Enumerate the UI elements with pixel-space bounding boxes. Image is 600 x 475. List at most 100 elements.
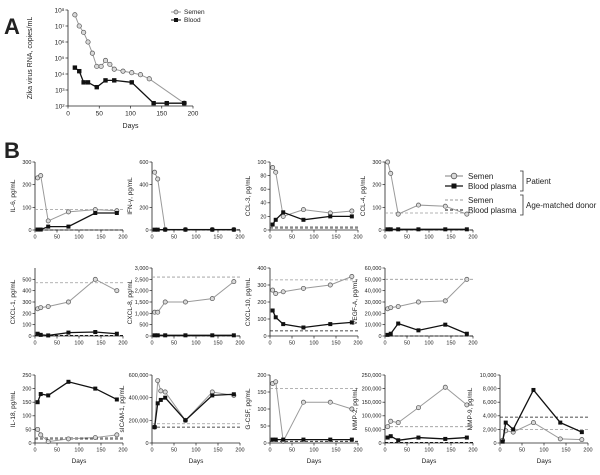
x-tick-label: 150 bbox=[561, 448, 570, 454]
y-tick-label: 500 bbox=[139, 323, 148, 329]
data-point-blood bbox=[151, 100, 156, 106]
series-line-semen bbox=[37, 174, 117, 222]
data-point-semen bbox=[415, 202, 421, 208]
x-tick-label: 100 bbox=[309, 235, 318, 241]
x-tick-label: 200 bbox=[468, 448, 477, 454]
data-point-semen bbox=[442, 298, 448, 304]
y-tick-label: 0 bbox=[378, 228, 381, 234]
data-point-blood bbox=[503, 420, 508, 425]
series-line-blood bbox=[37, 381, 118, 403]
x-tick-label: 100 bbox=[424, 448, 433, 454]
legend-blood-label: Blood plasma bbox=[468, 182, 517, 191]
data-point-blood bbox=[388, 434, 393, 439]
x-axis-label: Days bbox=[189, 458, 205, 465]
y-tick-label: 400 bbox=[257, 266, 266, 272]
data-point-blood bbox=[152, 425, 157, 430]
data-point-blood bbox=[301, 437, 306, 442]
y-tick-label: 60 bbox=[260, 187, 266, 193]
data-point-blood bbox=[273, 217, 278, 222]
x-tick-label: 0 bbox=[33, 235, 36, 241]
data-point-semen bbox=[94, 63, 100, 69]
y-tick-label: 60,000 bbox=[365, 266, 382, 272]
data-point-blood bbox=[114, 211, 119, 215]
data-point-blood bbox=[443, 436, 448, 441]
y-axis-label: IL-6, pg/mL bbox=[10, 179, 17, 212]
data-point-semen bbox=[111, 66, 117, 72]
y-tick-label: 0 bbox=[263, 441, 266, 447]
data-point-blood bbox=[270, 437, 275, 442]
data-point-blood bbox=[66, 224, 71, 229]
data-point-blood bbox=[112, 78, 117, 83]
series-line-semen bbox=[154, 380, 234, 428]
data-point-blood bbox=[38, 332, 43, 337]
data-point-semen bbox=[300, 285, 306, 291]
data-point-blood bbox=[103, 78, 108, 83]
x-tick-label: 100 bbox=[191, 341, 200, 347]
x-tick-label: 200 bbox=[235, 341, 244, 347]
data-point-blood bbox=[152, 333, 157, 338]
series-line-semen bbox=[272, 167, 352, 218]
data-point-semen bbox=[464, 276, 470, 282]
x-tick-label: 50 bbox=[54, 341, 60, 347]
data-point-semen bbox=[464, 402, 470, 408]
data-point-blood bbox=[72, 65, 78, 70]
chart-7: 0 50 100 150 200 0 100 200 300 400 CXCL-10, pg/mL bbox=[245, 266, 363, 347]
data-point-blood bbox=[38, 227, 43, 232]
x-tick-label: 150 bbox=[331, 341, 340, 347]
y-tick-label: 2,500 bbox=[135, 277, 149, 283]
legend-donor-label: Age-matched donor bbox=[526, 201, 597, 210]
data-point-blood bbox=[46, 393, 51, 398]
x-tick-label: 0 bbox=[383, 341, 386, 347]
x-tick-label: 200 bbox=[118, 235, 127, 241]
data-point-semen bbox=[579, 437, 585, 443]
data-point-blood bbox=[443, 322, 448, 327]
data-point-semen bbox=[327, 399, 333, 405]
data-point-semen bbox=[92, 435, 98, 441]
data-point-semen bbox=[102, 57, 109, 64]
x-tick-label: 50 bbox=[404, 235, 410, 241]
y-tick-label: 200 bbox=[257, 300, 266, 306]
x-tick-label: 50 bbox=[289, 341, 295, 347]
data-point-blood bbox=[385, 227, 390, 232]
data-point-semen bbox=[415, 405, 421, 411]
chart-3: 0 50 100 150 200 0 20 40 60 80 100 CCL-3, pg/mL bbox=[245, 160, 363, 241]
x-tick-label: 200 bbox=[118, 448, 127, 454]
data-point-semen bbox=[45, 439, 51, 445]
data-point-semen bbox=[280, 213, 286, 219]
y-tick-label: 40 bbox=[260, 201, 266, 207]
data-point-blood bbox=[93, 386, 98, 391]
y-tick-label: 200 bbox=[22, 311, 31, 317]
x-tick-label: 50 bbox=[54, 235, 60, 241]
y-tick-label: 600 bbox=[139, 160, 148, 166]
data-point-blood bbox=[77, 68, 82, 74]
x-tick-label: 0 bbox=[33, 341, 36, 347]
data-point-semen bbox=[300, 399, 306, 405]
y-tick-label: 0 bbox=[378, 441, 381, 447]
data-point-blood bbox=[35, 227, 40, 232]
y-tick-label: 2,000 bbox=[483, 427, 497, 433]
data-point-blood bbox=[129, 80, 134, 85]
data-point-semen bbox=[300, 207, 306, 213]
y-tick-label: 100 bbox=[22, 414, 31, 420]
x-tick-label: 150 bbox=[213, 448, 222, 454]
data-point-blood bbox=[396, 438, 401, 443]
data-point-blood bbox=[231, 227, 236, 232]
data-point-blood bbox=[182, 100, 187, 106]
data-point-semen bbox=[38, 173, 44, 179]
legend-semen-marker bbox=[450, 172, 458, 180]
data-point-semen bbox=[114, 432, 120, 438]
x-tick-label: 200 bbox=[235, 235, 244, 241]
data-point-blood bbox=[164, 100, 169, 106]
data-point-semen bbox=[395, 420, 401, 426]
y-tick-label: 400 bbox=[22, 289, 31, 295]
data-point-blood bbox=[152, 227, 157, 232]
data-point-semen bbox=[38, 432, 44, 438]
data-point-blood bbox=[396, 321, 401, 326]
data-point-blood bbox=[349, 437, 354, 442]
data-point-semen bbox=[89, 50, 95, 56]
x-tick-label: 150 bbox=[446, 235, 455, 241]
y-tick-label: 400,000 bbox=[129, 396, 149, 402]
data-point-blood bbox=[443, 227, 448, 232]
y-axis-label: MMP-9, pg/mL bbox=[467, 387, 474, 430]
legend-a-marker-semen bbox=[173, 9, 179, 15]
